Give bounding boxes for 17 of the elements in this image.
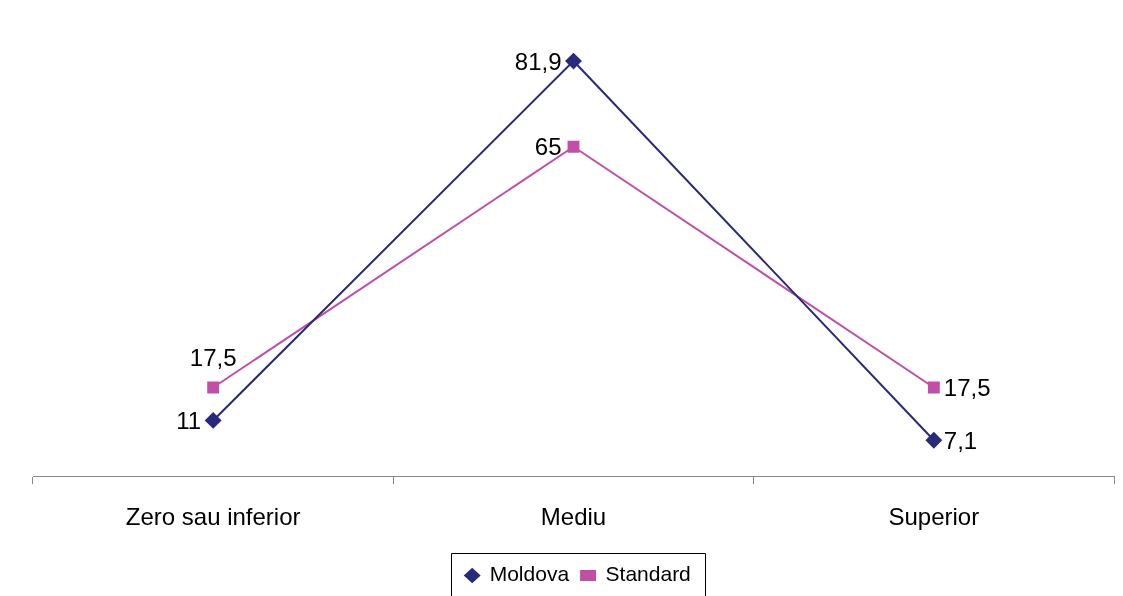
legend-label: Standard bbox=[605, 562, 691, 586]
point bbox=[207, 381, 220, 394]
data-label: 17,5 bbox=[189, 344, 237, 372]
x-tick-label: Zero sau inferior bbox=[125, 503, 301, 531]
legend-label: Moldova bbox=[489, 562, 570, 586]
data-label: 7,1 bbox=[943, 426, 978, 454]
point bbox=[567, 140, 580, 153]
data-label: 81,9 bbox=[514, 47, 562, 75]
point bbox=[565, 53, 582, 70]
x-tick-label: Superior bbox=[888, 503, 980, 531]
point bbox=[927, 381, 940, 394]
x-tick-label: Mediu bbox=[540, 503, 607, 531]
data-label: 65 bbox=[534, 133, 562, 161]
data-label: 11 bbox=[176, 407, 202, 435]
point bbox=[925, 432, 942, 449]
point bbox=[205, 412, 222, 429]
data-label: 17,5 bbox=[943, 374, 991, 402]
